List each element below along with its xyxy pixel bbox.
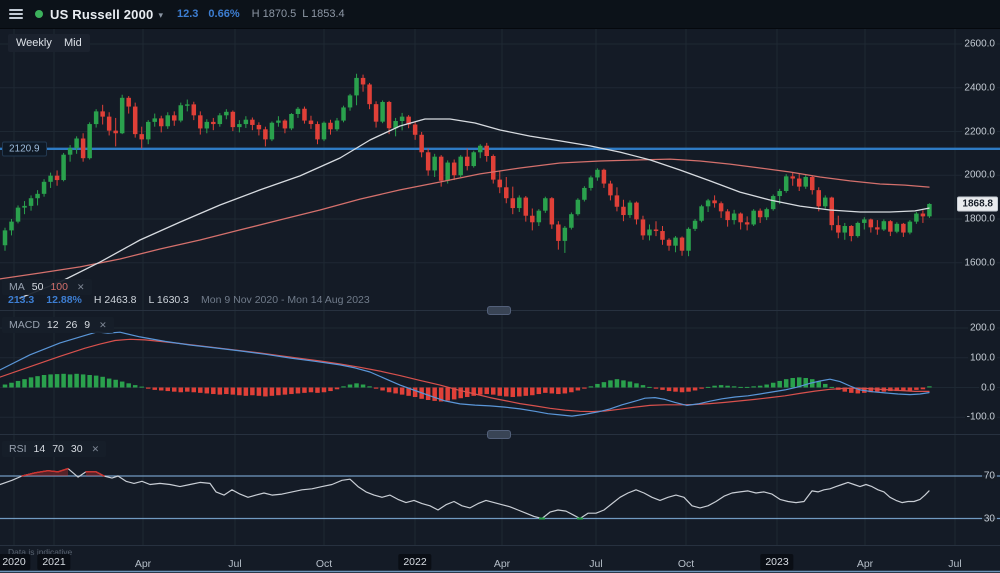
rsi-upper: 70	[52, 443, 64, 455]
range-change: 213.3	[8, 294, 35, 306]
macd-signal: 9	[84, 319, 91, 331]
ma-close-icon[interactable]: ✕	[76, 281, 85, 292]
instrument-title[interactable]: US Russell 2000	[50, 6, 154, 22]
time-axis-tick: Apr	[134, 558, 152, 570]
change-percent: 0.66%	[208, 8, 240, 20]
session-low: L 1853.4	[302, 8, 345, 20]
macd-fast: 12	[46, 319, 59, 331]
time-axis-tick: 2021	[37, 554, 71, 570]
change-value: 12.3	[176, 8, 199, 20]
time-axis-tick: Jul	[228, 558, 242, 570]
range-high: H 2463.8	[93, 294, 137, 306]
macd-indicator-legend: MACD 12 26 9 ✕	[2, 317, 114, 333]
time-axis-tick: 2023	[760, 554, 794, 570]
chevron-down-icon[interactable]: ▾	[158, 9, 163, 20]
time-axis-tick: Oct	[315, 558, 333, 570]
hamburger-menu-icon[interactable]	[9, 9, 23, 19]
time-axis-tick: 2020	[0, 554, 31, 570]
range-dates: Mon 9 Nov 2020 - Mon 14 Aug 2023	[201, 294, 370, 306]
time-axis-tick: 2022	[398, 554, 432, 570]
rsi-axis-tick: 70	[981, 470, 997, 482]
price-axis-tick: 2200.0	[962, 126, 997, 137]
macd-axis-tick: 200.0	[967, 322, 997, 334]
rsi-period: 14	[33, 443, 46, 455]
timeframe-button[interactable]: Weekly	[8, 34, 60, 52]
data-indicative-note: Data is indicative	[8, 547, 73, 557]
range-change-pct: 12.88%	[46, 294, 82, 306]
ma-slow-period: 100	[50, 281, 68, 293]
price-mode-button[interactable]: Mid	[56, 34, 90, 52]
market-open-status-dot	[35, 10, 43, 18]
ma-indicator-legend: MA 50 100 ✕	[2, 279, 92, 295]
price-alert-badge: 2120.9	[2, 141, 47, 157]
macd-axis-tick: 100.0	[967, 352, 997, 364]
rsi-lower: 30	[70, 443, 83, 455]
price-axis-tick: 2000.0	[962, 169, 997, 181]
price-axis-tick: 1800.0	[962, 213, 997, 225]
macd-close-icon[interactable]: ✕	[99, 319, 107, 330]
price-axis-tick: 1600.0	[962, 257, 997, 269]
macd-label: MACD	[9, 319, 40, 331]
rsi-label: RSI	[9, 443, 27, 455]
time-axis-tick: Apr	[493, 558, 511, 570]
time-axis-tick: Jul	[948, 558, 962, 570]
price-axis-tick: 2400.0	[962, 82, 997, 94]
range-info-row: 213.3 12.88% H 2463.8 L 1630.3 Mon 9 Nov…	[8, 294, 370, 306]
rsi-axis-tick: 30	[981, 513, 997, 524]
ma-label: MA	[9, 281, 25, 293]
last-price-badge: 1868.8	[957, 196, 998, 212]
session-high: H 1870.5	[251, 8, 297, 20]
rsi-close-icon[interactable]: ✕	[91, 443, 100, 454]
panel-resize-handle-rsi[interactable]	[487, 430, 511, 439]
chart-header: US Russell 2000 ▾ 12.3 0.66% H 1870.5 L …	[0, 0, 1000, 29]
time-axis-tick: Apr	[856, 558, 874, 570]
range-low: L 1630.3	[148, 294, 190, 306]
time-axis-tick: Oct	[677, 558, 695, 570]
price-axis-tick: 2600.0	[962, 38, 997, 50]
macd-axis-tick: -100.0	[964, 411, 997, 423]
panel-resize-handle-macd[interactable]	[487, 306, 511, 315]
ma-fast-period: 50	[31, 281, 44, 293]
macd-axis-tick: 0.0	[979, 382, 997, 393]
macd-slow: 26	[65, 319, 78, 331]
time-axis-tick: Jul	[589, 558, 603, 570]
rsi-indicator-legend: RSI 14 70 30 ✕	[2, 441, 107, 457]
